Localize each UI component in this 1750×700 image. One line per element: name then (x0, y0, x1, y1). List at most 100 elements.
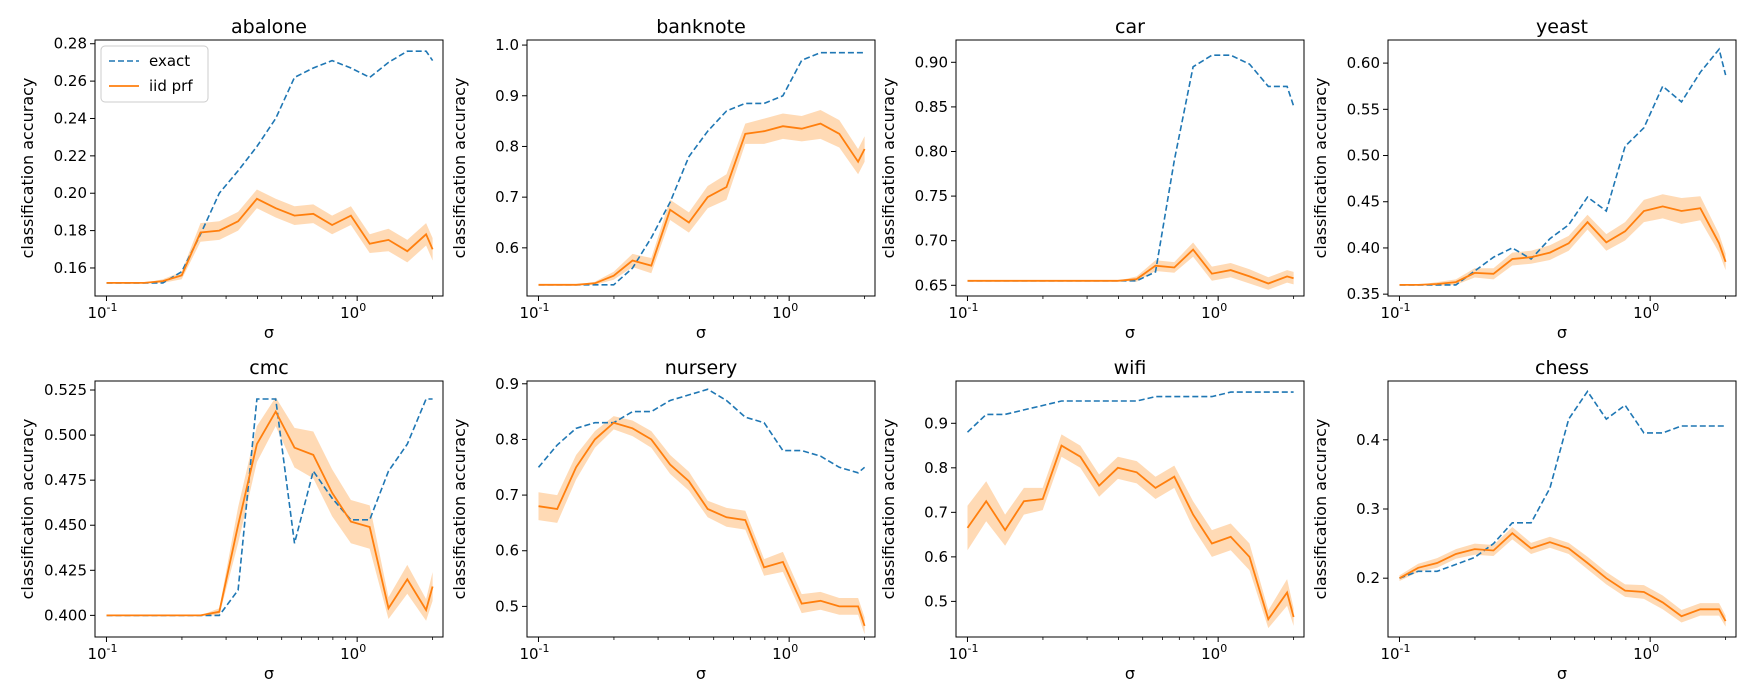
xtick-label: 100 (1201, 642, 1227, 663)
y-axis-label: classification accuracy (1311, 419, 1330, 600)
x-axis-label: σ (264, 664, 274, 683)
ytick-label: 0.55 (1347, 100, 1380, 118)
ytick-label: 0.8 (495, 137, 519, 155)
axes-frame (955, 380, 1305, 638)
axes-frame (94, 380, 444, 638)
ytick-label: 0.18 (54, 222, 87, 240)
iid-prf-band (538, 416, 865, 635)
y-axis-label: classification accuracy (1311, 78, 1330, 259)
ytick-label: 0.16 (54, 259, 87, 277)
xtick-label: 100 (772, 642, 798, 663)
xtick-label: 10-1 (1380, 301, 1410, 322)
ytick-label: 0.4 (1356, 431, 1380, 449)
ytick-label: 0.8 (495, 430, 519, 448)
series-line-exact (1399, 47, 1727, 286)
ytick-label: 0.5 (495, 597, 519, 615)
ytick-label: 0.9 (495, 375, 519, 393)
panel-banknote: 0.6 0.7 0.8 0.9 1.0 10-1 100 banknote σ classific… (450, 16, 876, 342)
iid-prf-band (967, 242, 1294, 290)
ytick-label: 0.6 (495, 239, 519, 257)
ytick-label: 0.75 (915, 187, 948, 205)
ytick-label: 0.24 (54, 109, 87, 127)
x-axis-label: σ (696, 323, 706, 342)
series-line-iid-prf (538, 421, 866, 627)
ytick-label: 0.450 (44, 516, 87, 534)
series-line-exact (1399, 389, 1726, 579)
ytick-label: 0.5 (924, 592, 948, 610)
x-axis-label: σ (696, 664, 706, 683)
y-axis-label: classification accuracy (18, 78, 37, 259)
series-line-iid-prf (966, 444, 1295, 622)
y-axis-label: classification accuracy (450, 78, 469, 259)
panel-title: abalone (231, 16, 307, 38)
ytick-label: 0.2 (1356, 569, 1380, 587)
ytick-label: 0.7 (924, 503, 948, 521)
ytick-label: 0.85 (915, 98, 948, 116)
ytick-label: 0.22 (54, 147, 87, 165)
legend-box (100, 45, 209, 103)
xtick-label: 100 (1633, 642, 1659, 663)
panel-title: yeast (1536, 16, 1588, 38)
series-line-iid-prf (1399, 205, 1727, 286)
legend: exact iid prf (100, 45, 209, 103)
xtick-label: 10-1 (87, 642, 117, 663)
xtick-label: 100 (340, 301, 366, 322)
x-axis-label: σ (264, 323, 274, 342)
ytick-label: 0.7 (495, 188, 519, 206)
ytick-label: 0.60 (1347, 54, 1380, 72)
ytick-label: 0.26 (54, 72, 87, 90)
panel-abalone: 0.16 0.18 0.20 0.22 0.24 0.26 0.28 10-1 100 abalo… (18, 16, 444, 342)
series-line-iid-prf (106, 409, 434, 617)
ytick-label: 0.90 (915, 53, 948, 71)
ytick-label: 0.9 (924, 414, 948, 432)
series-line-iid-prf (1399, 532, 1727, 622)
ytick-label: 0.80 (915, 142, 948, 160)
axes-frame (1387, 39, 1737, 297)
series-line-iid-prf (967, 248, 1294, 285)
xtick-label: 100 (340, 642, 366, 663)
panel-cmc: 0.400 0.425 0.450 0.475 0.500 0.525 10-1 100 cmc… (18, 357, 444, 683)
x-axis-label: σ (1125, 323, 1135, 342)
y-axis-label: classification accuracy (879, 419, 898, 600)
series-line-exact (106, 50, 434, 284)
ytick-label: 0.400 (44, 606, 87, 624)
legend-label-exact: exact (149, 52, 190, 70)
panel-nursery: 0.5 0.6 0.7 0.8 0.9 10-1 100 nursery σ classifica… (450, 357, 876, 683)
iid-prf-band (106, 397, 433, 621)
series-line-exact (967, 54, 1295, 282)
xtick-label: 10-1 (948, 301, 978, 322)
axes-frame (955, 39, 1305, 297)
ytick-label: 0.7 (495, 486, 519, 504)
ytick-label: 0.45 (1347, 193, 1380, 211)
panel-car: 0.65 0.70 0.75 0.80 0.85 0.90 10-1 100 car σ class… (879, 16, 1305, 342)
ytick-label: 0.6 (495, 542, 519, 560)
iid-prf-band (1399, 194, 1726, 286)
xtick-label: 100 (1633, 301, 1659, 322)
x-axis-label: σ (1557, 323, 1567, 342)
y-axis-label: classification accuracy (450, 419, 469, 600)
panel-title: car (1115, 16, 1145, 38)
ytick-label: 0.475 (44, 471, 87, 489)
panel-title: cmc (249, 357, 288, 379)
axes-frame (526, 39, 876, 297)
panel-title: nursery (665, 357, 738, 379)
ytick-label: 0.20 (54, 184, 87, 202)
panel-title: wifi (1114, 357, 1147, 379)
ytick-label: 0.3 (1356, 500, 1380, 518)
y-axis-label: classification accuracy (18, 419, 37, 600)
ytick-label: 0.65 (915, 276, 948, 294)
iid-prf-band (106, 189, 433, 283)
axes-frame (526, 380, 876, 638)
ytick-label: 0.50 (1347, 147, 1380, 165)
series-line-iid-prf (538, 122, 866, 286)
ytick-label: 0.9 (495, 87, 519, 105)
xtick-label: 10-1 (948, 642, 978, 663)
ytick-label: 0.425 (44, 561, 87, 579)
panel-title: banknote (656, 16, 746, 38)
ytick-label: 0.35 (1347, 285, 1380, 303)
ytick-label: 0.70 (915, 232, 948, 250)
panel-wifi: 0.5 0.6 0.7 0.8 0.9 10-1 100 wifi σ classificatio… (879, 357, 1305, 683)
xtick-label: 10-1 (519, 642, 549, 663)
x-axis-label: σ (1125, 664, 1135, 683)
